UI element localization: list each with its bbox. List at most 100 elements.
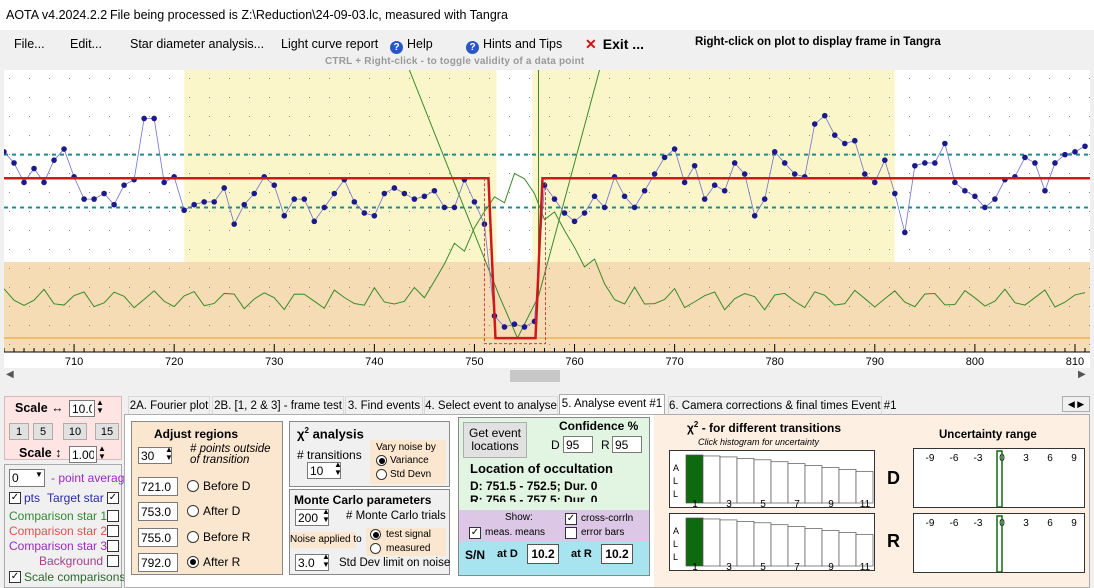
meas-means-checkbox[interactable]: ✓: [469, 527, 481, 539]
menu-help[interactable]: ? Help: [390, 37, 433, 54]
background-checkbox[interactable]: [107, 555, 119, 567]
variance-radio[interactable]: [376, 455, 387, 466]
menu-exit[interactable]: ✕ Exit ...: [585, 36, 644, 53]
after-d-input[interactable]: [138, 502, 178, 521]
scroll-thumb[interactable]: [510, 370, 560, 382]
data-point: [751, 212, 758, 219]
get-event-locations-button[interactable]: Get event locations: [463, 422, 527, 458]
scale-button-10[interactable]: 10: [63, 423, 87, 440]
scale-button-1[interactable]: 1: [9, 423, 29, 440]
locations-label: locations: [471, 439, 519, 453]
uncertainty-tick: -9: [926, 453, 935, 464]
after-d-radio[interactable]: [187, 505, 199, 517]
before-d-input[interactable]: [138, 477, 178, 496]
sd-limit-input[interactable]: [295, 554, 329, 571]
close-icon: ✕: [585, 36, 597, 52]
help-icon: ?: [390, 41, 403, 54]
before-r-input[interactable]: [138, 528, 178, 547]
scale-h-spinner-icon[interactable]: ▲ ▼: [96, 398, 104, 415]
uncertainty-tick: 9: [1071, 453, 1077, 464]
chevron-left-icon[interactable]: ◀: [1067, 399, 1075, 409]
menu-light-curve[interactable]: Light curve report: [281, 37, 379, 51]
scale-comparisons-checkbox[interactable]: ✓: [9, 571, 21, 583]
x-tick-label: 810: [1066, 356, 1084, 368]
points-outside-input[interactable]: [138, 447, 172, 464]
data-point: [51, 157, 57, 163]
test-signal-label: test signal: [386, 529, 432, 540]
scale-h-input[interactable]: [69, 400, 95, 417]
tab-4[interactable]: 4. Select event to analyse: [424, 396, 558, 414]
histogram-tick: 9: [828, 499, 834, 508]
error-bars-label: error bars: [581, 527, 625, 538]
data-point: [151, 115, 157, 122]
sn-label: S/N: [465, 548, 486, 562]
data-point: [161, 179, 167, 186]
adjust-regions-title: Adjust regions: [154, 427, 239, 441]
data-point: [111, 201, 117, 208]
confidence-r-input[interactable]: [612, 436, 642, 453]
data-point: [361, 210, 368, 216]
stddev-radio[interactable]: [376, 469, 387, 480]
tab-3[interactable]: 3. Find events: [345, 396, 423, 414]
vary-noise-label: Vary noise by: [376, 442, 436, 453]
chi2-histogram-area: χ2 - for different transitions Click his…: [654, 415, 910, 587]
error-bars-checkbox[interactable]: [565, 527, 577, 539]
tab-6[interactable]: 6. Camera corrections & final times Even…: [668, 396, 897, 414]
plot-scrollbar[interactable]: ◀ ▶: [4, 368, 1090, 384]
test-signal-radio[interactable]: [370, 529, 381, 540]
monte-carlo-trials-input[interactable]: [295, 509, 329, 526]
comp1-checkbox[interactable]: [107, 510, 119, 522]
scale-button-15[interactable]: 15: [95, 423, 119, 440]
data-point: [972, 193, 978, 200]
scale-v-spinner-icon[interactable]: ▲ ▼: [98, 444, 106, 461]
data-point: [391, 185, 398, 191]
point-average-select[interactable]: [9, 469, 45, 487]
scroll-right-icon[interactable]: ▶: [1078, 369, 1086, 380]
points-spinner-icon[interactable]: ▲ ▼: [165, 445, 173, 462]
light-curve-plot[interactable]: 710 720 730 740 750 760 770 780 790 800 810: [4, 70, 1090, 368]
after-r-input[interactable]: [138, 553, 178, 572]
data-point: [441, 204, 448, 211]
cross-corr-checkbox[interactable]: ✓: [565, 513, 577, 525]
confidence-d-input[interactable]: [563, 436, 593, 453]
sd-spinner-icon[interactable]: ▲ ▼: [322, 552, 330, 569]
scale-v-label: Scale ↕: [19, 446, 62, 460]
menu-hints[interactable]: ? Hints and Tips: [466, 37, 562, 54]
trials-spinner-icon[interactable]: ▲ ▼: [322, 507, 330, 524]
tab-2[interactable]: 2B. [1, 2 & 3] - frame test: [212, 396, 344, 414]
comp2-checkbox[interactable]: [107, 525, 119, 537]
menu-star-diameter[interactable]: Star diameter analysis...: [130, 37, 265, 51]
file-status: File being processed is Z:\Reduction\24-…: [110, 8, 508, 22]
before-d-radio[interactable]: [187, 480, 199, 492]
data-point: [631, 204, 638, 211]
tab-scroll-arrows[interactable]: ◀ ▶: [1062, 396, 1090, 412]
get-event-label: Get event: [468, 426, 522, 440]
before-r-radio[interactable]: [187, 531, 199, 543]
menu-edit[interactable]: Edit...: [70, 37, 102, 51]
d-location: D: 751.5 - 752.5; Dur. 0: [470, 479, 598, 493]
data-point: [381, 190, 388, 197]
x-tick-label: 760: [565, 356, 583, 368]
uncertainty-tick: -3: [974, 518, 983, 529]
scale-v-input[interactable]: [69, 446, 97, 463]
comp3-checkbox[interactable]: [107, 540, 119, 552]
dropdown-icon[interactable]: ▼: [35, 470, 43, 479]
scale-button-5[interactable]: 5: [33, 423, 53, 440]
tab-5[interactable]: 5. Analyse event #1: [559, 394, 665, 415]
x-tick-label: 720: [165, 356, 183, 368]
transitions-input[interactable]: [307, 462, 341, 479]
transitions-spinner-icon[interactable]: ▲ ▼: [334, 460, 342, 477]
tab-1[interactable]: 2A. Fourier plot: [128, 396, 210, 414]
valid-region-1: [184, 70, 505, 262]
chevron-right-icon[interactable]: ▶: [1077, 399, 1085, 409]
menu-file[interactable]: File...: [14, 37, 45, 51]
histogram-bar: [855, 533, 874, 567]
scroll-left-icon[interactable]: ◀: [6, 369, 14, 380]
transition-gap: [496, 70, 533, 262]
target-star-checkbox[interactable]: ✓: [107, 492, 119, 504]
measured-radio[interactable]: [370, 543, 381, 554]
pts-checkbox[interactable]: ✓: [9, 492, 21, 504]
after-r-radio[interactable]: [187, 556, 199, 568]
